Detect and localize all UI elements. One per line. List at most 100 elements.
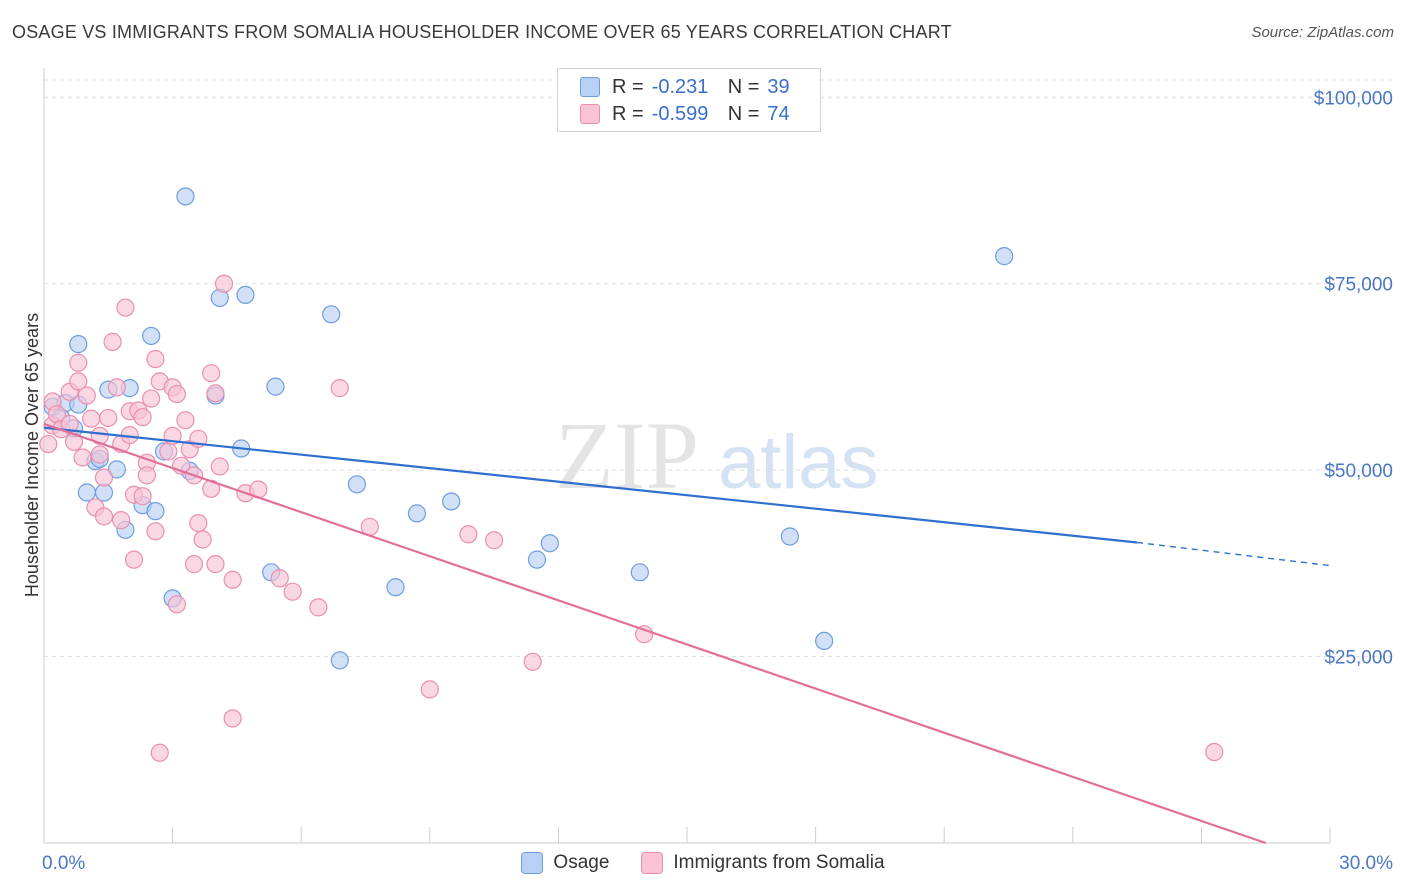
somalia-point [150, 743, 169, 762]
n-value-somalia: 74 [767, 102, 790, 125]
legend-label-osage: Osage [553, 852, 610, 873]
somalia-swatch [580, 104, 600, 124]
osage-point [442, 492, 461, 511]
somalia-legend-swatch [641, 852, 664, 874]
somalia-point [112, 511, 131, 530]
somalia-point [189, 513, 208, 533]
osage-point [322, 305, 341, 324]
source-note: Source: ZipAtlas.com [1251, 24, 1394, 41]
somalia-point [94, 507, 114, 526]
osage-point [69, 335, 88, 354]
osage-point [330, 651, 349, 670]
watermark-zip: ZIP [555, 402, 699, 509]
osage-point [527, 550, 547, 569]
axes [43, 68, 1331, 844]
somalia-point [39, 434, 58, 454]
osage-point [142, 326, 161, 346]
somalia-point [420, 680, 439, 699]
n-label: N = [727, 75, 760, 98]
somalia-point [635, 625, 654, 644]
legend-item-somalia: Immigrants from Somalia [641, 852, 885, 874]
osage-point [815, 631, 834, 651]
tick-labels: $25,000 $50,000 $75,000 $100,000 0.0% 30.0% [42, 88, 1393, 874]
somalia-point [69, 353, 88, 372]
osage-point [176, 187, 195, 206]
somalia-point [137, 466, 156, 485]
somalia-point [202, 364, 221, 383]
osage-point [107, 460, 126, 479]
y-tick-label: $25,000 [1324, 648, 1393, 669]
somalia-point [270, 569, 289, 588]
r-value-somalia: -0.599 [651, 102, 709, 125]
somalia-point [1205, 742, 1224, 762]
y-tick-label: $50,000 [1324, 461, 1393, 482]
legend-item-osage: Osage [521, 852, 609, 874]
somalia-point [330, 379, 349, 398]
osage-point [386, 578, 405, 597]
somalia-point [133, 408, 152, 427]
somalia-point [116, 298, 135, 317]
somalia-point [90, 426, 109, 445]
somalia-point [77, 386, 96, 405]
somalia-point [223, 570, 242, 589]
correlation-legend: R = -0.231 N = 39 R = -0.599 N = 74 [557, 68, 821, 132]
watermark: ZIP atlas [555, 402, 879, 509]
legend-label-somalia: Immigrants from Somalia [673, 852, 885, 873]
somalia-point [176, 411, 195, 430]
somalia-point [523, 652, 542, 671]
somalia-point [485, 531, 504, 550]
somalia-point [459, 525, 478, 544]
somalia-point [193, 530, 212, 549]
somalia-point [184, 555, 204, 574]
osage-swatch [580, 77, 600, 97]
y-tick-label: $75,000 [1324, 275, 1393, 296]
somalia-point [309, 598, 328, 617]
r-label: R = [612, 75, 644, 98]
n-value-osage: 39 [767, 75, 790, 98]
osage-point [407, 504, 427, 523]
trend-lines [43, 422, 1331, 845]
somalia-point [99, 408, 118, 428]
osage-trend-extension [1137, 541, 1331, 567]
somalia-point [124, 550, 144, 569]
osage-point [780, 527, 799, 546]
x-tick-label: 30.0% [1339, 853, 1393, 874]
x-tick-label: 0.0% [42, 853, 85, 874]
osage-point [540, 534, 559, 553]
somalia-point [206, 555, 225, 574]
osage-point [77, 483, 96, 502]
r-label: R = [612, 102, 644, 125]
somalia-point [69, 372, 88, 391]
somalia-point [146, 522, 165, 541]
somalia-point [107, 378, 126, 397]
osage-point [630, 563, 649, 582]
legend-row-somalia: R = -0.599 N = 74 [558, 100, 790, 128]
somalia-point [90, 445, 109, 464]
osage-trend-line [43, 426, 1138, 544]
y-axis-label: Householder Income Over 65 years [22, 313, 42, 597]
somalia-point [283, 582, 302, 601]
watermark-atlas: atlas [718, 420, 879, 505]
somalia-point [142, 389, 161, 408]
somalia-point [167, 595, 186, 614]
somalia-point [94, 468, 114, 487]
somalia-point [210, 457, 229, 476]
somalia-point [133, 487, 152, 506]
osage-legend-swatch [521, 852, 544, 874]
y-tick-label: $100,000 [1314, 88, 1393, 109]
chart-title: OSAGE VS IMMIGRANTS FROM SOMALIA HOUSEHO… [12, 22, 952, 42]
somalia-point [167, 384, 186, 404]
osage-point [347, 475, 367, 494]
data-points [39, 187, 1224, 762]
somalia-point [206, 384, 225, 403]
osage-point [995, 247, 1014, 266]
somalia-point [146, 349, 165, 369]
somalia-trend-line [43, 422, 1267, 845]
somalia-point [103, 332, 122, 351]
osage-point [266, 377, 285, 396]
series-legend: Osage Immigrants from Somalia [0, 852, 1406, 874]
osage-point [236, 285, 255, 304]
osage-point [146, 502, 165, 521]
n-label: N = [727, 102, 760, 125]
